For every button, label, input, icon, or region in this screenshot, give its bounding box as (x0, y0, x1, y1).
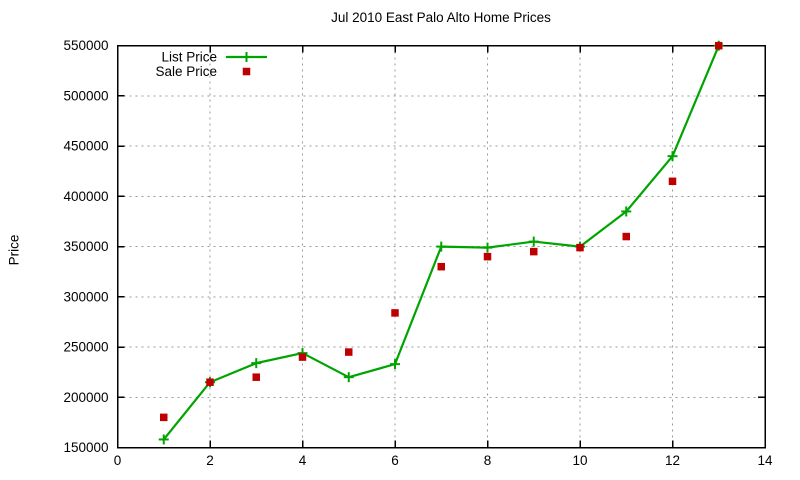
sale-price-marker (345, 348, 353, 356)
sale-price-marker (530, 247, 538, 256)
y-tick-label: 350000 (63, 239, 108, 254)
sale-price-marker (715, 41, 723, 50)
x-tick-label: 10 (572, 453, 587, 468)
sale-price-marker (622, 232, 630, 241)
sale-price-marker (160, 413, 168, 422)
x-tick-label: 4 (299, 453, 307, 468)
y-tick-label: 500000 (63, 88, 108, 103)
x-tick-label: 14 (757, 453, 773, 468)
x-tick-label: 8 (484, 453, 492, 468)
sale-price-marker (668, 177, 677, 186)
sale-price-marker (252, 373, 260, 381)
y-tick-label: 200000 (63, 390, 108, 405)
sale-price-marker (437, 262, 445, 271)
legend-label-sale-price: Sale Price (155, 64, 217, 79)
legend-sample-sale-price (242, 67, 251, 76)
y-tick-label: 550000 (63, 38, 108, 53)
sale-price-marker (298, 353, 307, 361)
legend-label-list-price: List Price (161, 50, 217, 65)
sale-price-marker (483, 252, 492, 261)
sale-price-marker (206, 378, 214, 386)
sale-price-marker (576, 243, 584, 252)
x-tick-label: 12 (665, 453, 680, 468)
y-tick-label: 250000 (63, 340, 108, 355)
y-tick-label: 300000 (63, 289, 108, 304)
x-tick-label: 2 (206, 453, 214, 468)
x-tick-label: 6 (391, 453, 399, 468)
y-tick-label: 150000 (63, 440, 108, 455)
x-tick-label: 0 (114, 453, 122, 468)
sale-price-marker (391, 309, 399, 317)
y-tick-label: 400000 (63, 189, 108, 204)
y-tick-label: 450000 (63, 139, 108, 154)
chart-title: Jul 2010 East Palo Alto Home Prices (331, 10, 551, 25)
